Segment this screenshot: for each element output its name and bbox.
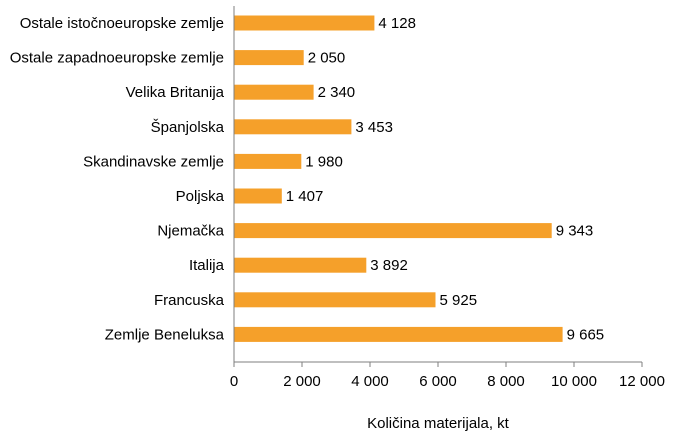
bar [234,119,352,135]
value-labels: 4 128 2 050 2 340 3 453 1 980 1 407 9 343 3 892… [286,15,604,343]
x-tick-label: 8 000 [487,373,525,390]
bars-group [234,15,563,342]
value-label: 5 925 [440,292,478,309]
category-label: Francuska [154,292,225,309]
x-axis-ticks [233,362,643,367]
value-label: 1 407 [286,188,324,205]
bar [234,326,563,342]
bar [234,257,367,273]
bar [234,292,436,308]
category-labels: Ostale istočnoeuropske zemlje Ostale zapa… [10,15,225,343]
value-label: 1 980 [305,153,343,170]
value-label: 3 892 [370,257,408,274]
plot-area: Ostale istočnoeuropske zemlje Ostale zapa… [10,6,665,390]
x-axis-tick-labels: 0 2 000 4 000 6 000 8 000 10 000 12 000 [230,373,665,390]
category-label: Italija [189,257,225,274]
value-label: 2 050 [308,50,346,67]
category-label: Ostale zapadnoeuropske zemlje [10,50,224,67]
x-tick-label: 10 000 [551,373,597,390]
category-label: Poljska [176,188,225,205]
category-label: Španjolska [151,119,225,136]
category-label: Njemačka [157,223,224,240]
x-tick-label: 12 000 [619,373,665,390]
value-label: 4 128 [378,15,416,32]
category-label: Ostale istočnoeuropske zemlje [20,15,224,32]
x-tick-label: 6 000 [419,373,457,390]
bar [234,223,552,239]
category-label: Velika Britanija [126,84,225,101]
category-label: Zemlje Beneluksa [105,326,225,343]
bar [234,15,375,31]
x-tick-label: 2 000 [283,373,321,390]
value-label: 2 340 [318,84,356,101]
value-label: 9 343 [556,223,594,240]
bar [234,84,314,100]
bar [234,50,304,66]
category-label: Skandinavske zemlje [83,153,224,170]
x-axis-title: Količina materijala, kt [367,415,510,432]
x-tick-label: 4 000 [351,373,389,390]
bar [234,188,282,204]
value-label: 9 665 [567,326,605,343]
x-tick-label: 0 [230,373,238,390]
bar [234,153,302,169]
value-label: 3 453 [355,119,393,136]
